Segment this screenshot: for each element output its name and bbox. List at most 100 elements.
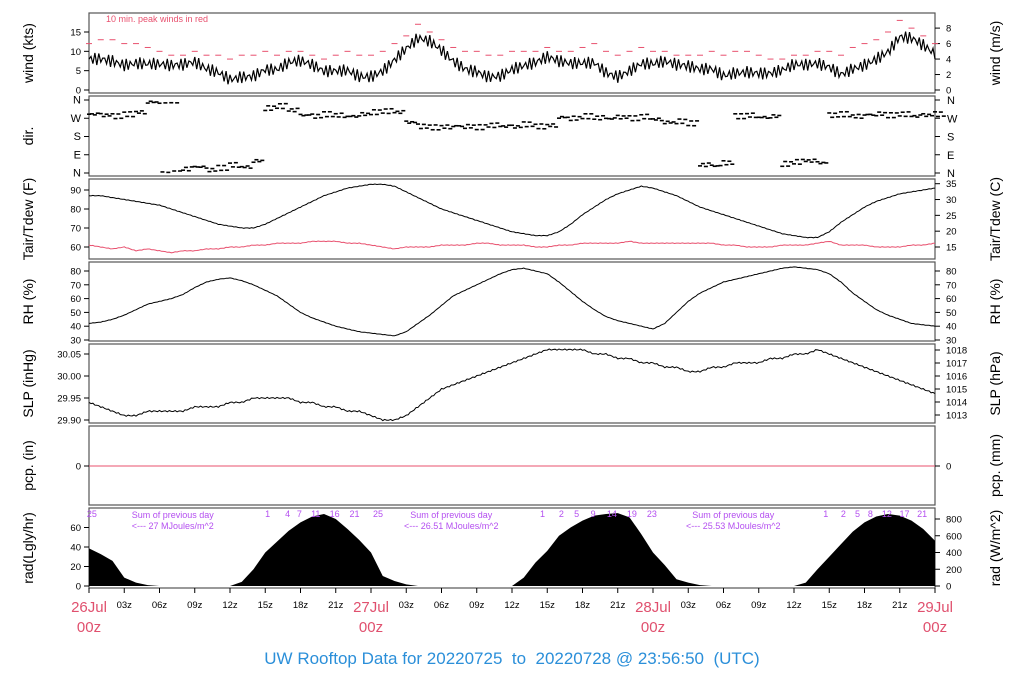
x-tick-label: 15z bbox=[540, 600, 556, 611]
x-tick-label: 09z bbox=[469, 600, 485, 611]
x-day-label: 27Jul bbox=[353, 599, 389, 616]
temp-ylabel-left: Tair/Tdew (F) bbox=[20, 178, 36, 260]
rad-hour-label: 9 bbox=[591, 509, 596, 519]
temp-ytick-label: 90 bbox=[70, 186, 81, 197]
rad-hour-label: 21 bbox=[917, 509, 927, 519]
rad-ytick-label: 0 bbox=[76, 582, 81, 593]
rh-ytick-label-right: 40 bbox=[946, 322, 957, 333]
rh-ytick-label: 50 bbox=[70, 308, 81, 319]
x-tick-label: 12z bbox=[786, 600, 802, 611]
x-day-label: 26Jul bbox=[71, 599, 107, 616]
wind-ytick-label: 15 bbox=[70, 28, 81, 39]
wind-ytick-label-right: 8 bbox=[946, 24, 951, 35]
rad-ytick-label-right: 800 bbox=[946, 515, 962, 526]
slp-ytick-label-right: 1013 bbox=[946, 411, 967, 422]
pcp-ytick-label: 0 bbox=[76, 462, 81, 473]
temp-ytick-label-right: 35 bbox=[946, 179, 957, 190]
temp-ytick-label-right: 15 bbox=[946, 243, 957, 254]
rad-hour-label: 2 bbox=[841, 509, 846, 519]
slp-ytick-label-right: 1017 bbox=[946, 359, 967, 370]
rad-hour-label: 5 bbox=[855, 509, 860, 519]
wind-ytick-label: 10 bbox=[70, 47, 81, 58]
temp-ytick-label: 80 bbox=[70, 205, 81, 216]
rh-series-line-0 bbox=[88, 266, 936, 337]
rh-ytick-label: 40 bbox=[70, 322, 81, 333]
rad-hour-label: 8 bbox=[868, 509, 873, 519]
wind-ytick-label: 5 bbox=[76, 66, 81, 77]
dir-ytick-label-right: E bbox=[947, 150, 954, 162]
temp-panel-frame bbox=[88, 178, 936, 260]
temp-ylabel-right: Tair/Tdew (C) bbox=[987, 177, 1003, 261]
x-tick-label: 06z bbox=[716, 600, 732, 611]
rad-hour-label: 14 bbox=[607, 509, 617, 519]
rad-hour-label: 21 bbox=[350, 509, 360, 519]
x-tick-label: 15z bbox=[822, 600, 838, 611]
slp-ytick-label-right: 1014 bbox=[946, 398, 967, 409]
dir-ytick-label: N bbox=[73, 95, 81, 107]
x-tick-label: 15z bbox=[258, 600, 274, 611]
x-tick-label: 12z bbox=[504, 600, 520, 611]
x-day-time-label: 00z bbox=[359, 619, 383, 636]
rad-ytick-label: 20 bbox=[70, 562, 81, 573]
rh-ytick-label: 70 bbox=[70, 280, 81, 291]
rad-hour-label: 12 bbox=[882, 509, 892, 519]
rad-ylabel-right: rad (W/m^2) bbox=[987, 510, 1003, 587]
dir-ytick-label: S bbox=[74, 131, 81, 143]
rad-sum-line2: <--- 26.51 MJoules/m^2 bbox=[404, 521, 499, 531]
wind-ylabel-right: wind (m/s) bbox=[987, 21, 1003, 87]
dir-ytick-label: N bbox=[73, 168, 81, 180]
wind-ytick-label-right: 4 bbox=[946, 55, 951, 66]
rh-panel-frame bbox=[88, 261, 936, 342]
rad-hour-label: 16 bbox=[330, 509, 340, 519]
dir-ytick-label-right: N bbox=[947, 95, 955, 107]
rad-hour-label: 5 bbox=[574, 509, 579, 519]
dir-ytick-label: E bbox=[74, 149, 81, 161]
x-tick-label: 21z bbox=[328, 600, 344, 611]
rad-ytick-label-right: 400 bbox=[946, 548, 962, 559]
x-tick-label: 12z bbox=[222, 600, 238, 611]
rh-ytick-label-right: 60 bbox=[946, 294, 957, 305]
rad-panel-frame bbox=[88, 507, 936, 589]
temp-ytick-label: 70 bbox=[70, 224, 81, 235]
rh-ytick-label: 30 bbox=[70, 336, 81, 347]
slp-ytick-label-right: 1016 bbox=[946, 372, 967, 383]
x-tick-label: 09z bbox=[187, 600, 203, 611]
dir-ytick-label-right: N bbox=[947, 168, 955, 180]
slp-ytick-label: 30.05 bbox=[57, 350, 81, 361]
rh-ytick-label-right: 70 bbox=[946, 280, 957, 291]
rad-hour-label: 25 bbox=[87, 509, 97, 519]
dir-ytick-label: W bbox=[71, 113, 82, 125]
slp-ytick-label-right: 1015 bbox=[946, 385, 967, 396]
temp-series-line-0 bbox=[88, 183, 936, 239]
wind-ytick-label-right: 2 bbox=[946, 70, 951, 81]
slp-ylabel-left: SLP (inHg) bbox=[20, 349, 36, 417]
rad-hour-label: 19 bbox=[627, 509, 637, 519]
rad-hour-label: 23 bbox=[647, 509, 657, 519]
rad-hour-label: 25 bbox=[373, 509, 383, 519]
temp-ytick-label-right: 30 bbox=[946, 195, 957, 206]
rad-ytick-label: 40 bbox=[70, 543, 81, 554]
rad-hour-label: 11 bbox=[311, 509, 320, 519]
dir-ytick-label-right: S bbox=[947, 132, 954, 144]
pcp-ylabel-left: pcp. (in) bbox=[20, 440, 36, 491]
temp-series-line-1 bbox=[88, 240, 936, 254]
slp-ytick-label: 29.90 bbox=[57, 416, 81, 427]
chart-title: UW Rooftop Data for 20220725 to 20220728… bbox=[264, 649, 760, 668]
dir-panel-frame bbox=[88, 95, 936, 177]
x-tick-label: 21z bbox=[892, 600, 908, 611]
rad-hour-label: 1 bbox=[540, 509, 545, 519]
x-day-time-label: 00z bbox=[77, 619, 101, 636]
slp-ylabel-right: SLP (hPa) bbox=[987, 351, 1003, 415]
wind-ylabel-left: wind (kts) bbox=[20, 23, 36, 84]
rad-hour-label: 2 bbox=[559, 509, 564, 519]
wind-annotation: 10 min. peak winds in red bbox=[106, 14, 208, 24]
rad-hour-label: 17 bbox=[899, 509, 909, 519]
x-tick-label: 18z bbox=[293, 600, 309, 611]
rad-ytick-label-right: 0 bbox=[946, 582, 951, 593]
rad-sum-line1: Sum of previous day bbox=[132, 510, 215, 520]
x-day-label: 29Jul bbox=[917, 599, 953, 616]
wind-series-line-0 bbox=[88, 31, 936, 85]
x-tick-label: 18z bbox=[857, 600, 873, 611]
rad-sum-line1: Sum of previous day bbox=[692, 510, 775, 520]
rh-ytick-label: 60 bbox=[70, 294, 81, 305]
